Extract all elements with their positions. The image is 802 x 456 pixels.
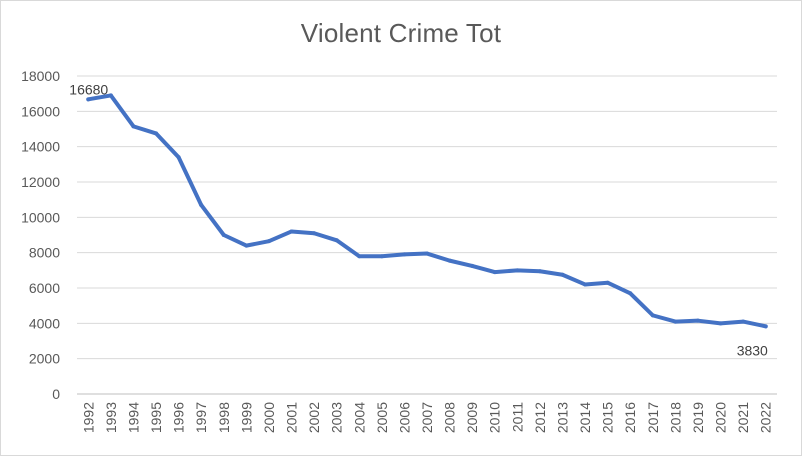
y-tick-label: 12000 [21, 174, 60, 190]
x-tick-label: 1994 [125, 402, 141, 433]
x-tick-label: 2020 [713, 402, 729, 433]
data-point [492, 270, 497, 275]
y-tick-label: 8000 [29, 245, 60, 261]
x-tick-label: 2013 [554, 402, 570, 433]
x-tick-label: 2006 [396, 402, 412, 433]
x-tick-label: 1998 [216, 402, 232, 433]
x-tick-label: 2005 [374, 402, 390, 433]
x-tick-label: 2022 [758, 402, 774, 433]
data-point [628, 291, 633, 296]
y-tick-label: 6000 [29, 280, 60, 296]
y-tick-label: 10000 [21, 209, 60, 225]
data-point [447, 258, 452, 263]
data-point [199, 202, 204, 207]
data-label: 16680 [69, 81, 108, 97]
x-tick-label: 1999 [238, 402, 254, 433]
x-tick-label: 1993 [103, 402, 119, 433]
data-point [334, 238, 339, 243]
data-labels: 16680 3830 [69, 81, 768, 358]
data-point [537, 269, 542, 274]
x-tick-label: 2000 [261, 402, 277, 433]
data-point [312, 231, 317, 236]
x-tick-label: 2001 [284, 402, 300, 433]
data-point [86, 97, 91, 102]
x-tick-label: 2009 [464, 402, 480, 433]
y-tick-label: 14000 [21, 139, 60, 155]
chart-title: Violent Crime Tot [300, 18, 502, 48]
x-tick-label: 2011 [509, 402, 525, 432]
x-tick-label: 2016 [622, 402, 638, 433]
data-point [650, 313, 655, 318]
data-point [402, 252, 407, 257]
x-tick-label: 2018 [667, 402, 683, 433]
x-tick-label: 1997 [193, 402, 209, 433]
data-point [605, 280, 610, 285]
x-tick-label: 1996 [171, 402, 187, 433]
x-tick-label: 2017 [645, 402, 661, 433]
data-point [673, 319, 678, 324]
x-tick-label: 2010 [487, 402, 503, 433]
data-point [425, 251, 429, 256]
gridlines [77, 75, 777, 395]
data-point [357, 254, 362, 259]
data-point [695, 318, 700, 323]
x-tick-label: 2007 [419, 402, 435, 433]
data-point [289, 229, 294, 234]
x-tick-label: 2002 [306, 402, 322, 433]
y-axis-tick-labels: 0 2000 4000 6000 8000 10000 12000 14000 16000 180… [21, 68, 60, 402]
data-point [221, 233, 226, 237]
data-point [470, 263, 475, 268]
data-label: 3830 [737, 342, 768, 358]
y-tick-label: 16000 [21, 103, 60, 119]
x-tick-label: 2004 [351, 402, 367, 433]
data-point [583, 282, 588, 287]
x-tick-label: 2008 [442, 402, 458, 433]
x-axis-tick-labels: 1992 1993 1994 1995 1996 1997 1998 1999 2000 2001… [80, 402, 773, 433]
x-tick-label: 1995 [148, 402, 164, 433]
x-tick-label: 2003 [329, 402, 345, 433]
data-point [266, 239, 271, 244]
series-line [86, 93, 768, 329]
x-tick-label: 2014 [577, 402, 593, 433]
y-tick-label: 18000 [21, 68, 60, 84]
x-tick-label: 2019 [690, 402, 706, 433]
data-point [176, 155, 181, 160]
y-tick-label: 4000 [29, 315, 60, 331]
data-point [131, 124, 136, 129]
data-point [560, 272, 565, 277]
data-point [763, 324, 768, 329]
data-point [244, 243, 249, 248]
x-tick-label: 2015 [600, 402, 616, 433]
y-tick-label: 0 [52, 386, 60, 402]
data-point [718, 321, 723, 326]
x-tick-label: 1992 [80, 402, 96, 433]
y-tick-label: 2000 [29, 351, 60, 367]
data-point [379, 254, 384, 259]
x-tick-label: 2021 [735, 402, 751, 433]
data-point [154, 131, 159, 136]
data-point [108, 93, 113, 98]
x-tick-label: 2012 [532, 402, 548, 433]
series-layer [86, 93, 768, 329]
data-point [741, 319, 746, 324]
data-point [515, 268, 520, 273]
